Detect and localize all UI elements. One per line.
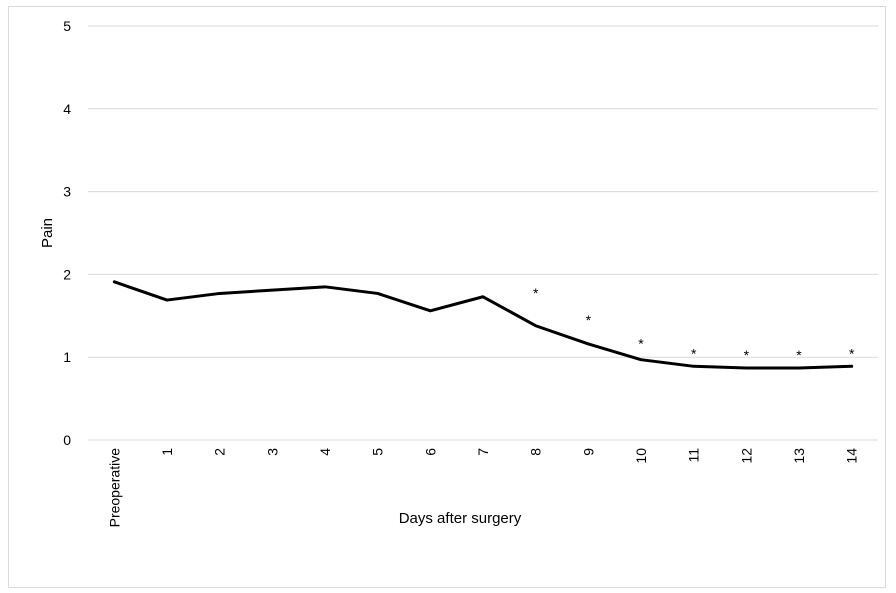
x-tick-label: 11 <box>686 448 702 463</box>
x-tick-label: 6 <box>422 448 438 456</box>
significance-marker: * <box>796 347 802 363</box>
x-tick-label: 10 <box>633 448 649 464</box>
x-tick-label: Preoperative <box>106 448 122 528</box>
y-tick-labels: 0 1 2 3 4 5 <box>63 18 71 448</box>
significance-marker: * <box>586 312 592 328</box>
y-axis-label: Pain <box>39 218 56 248</box>
significance-marker: * <box>533 285 539 301</box>
y-tick-label: 3 <box>63 184 71 200</box>
series-line <box>114 282 851 368</box>
significance-marker: * <box>744 347 750 363</box>
significance-marker: * <box>691 345 697 361</box>
x-tick-label: 5 <box>370 448 386 456</box>
series-layer <box>114 282 851 368</box>
gridlines <box>88 26 878 440</box>
x-tick-label: 3 <box>264 448 280 456</box>
x-tick-label: 12 <box>738 448 754 464</box>
x-tick-label: 7 <box>475 448 491 456</box>
y-tick-label: 2 <box>63 266 71 282</box>
x-tick-label: 2 <box>212 448 228 456</box>
significance-markers: * * * * * * * <box>533 285 855 363</box>
significance-marker: * <box>638 335 644 351</box>
y-tick-label: 5 <box>63 18 71 34</box>
x-axis-label: Days after surgery <box>399 510 522 527</box>
x-tick-label: 13 <box>791 448 807 464</box>
x-tick-label: 8 <box>528 448 544 456</box>
x-tick-label: 9 <box>580 448 596 456</box>
y-tick-label: 0 <box>63 432 71 448</box>
y-tick-label: 1 <box>63 349 71 365</box>
x-tick-label: 1 <box>159 448 175 456</box>
significance-marker: * <box>849 345 855 361</box>
x-tick-label: 4 <box>317 448 333 456</box>
y-tick-label: 4 <box>63 101 71 117</box>
x-tick-label: 14 <box>844 448 860 464</box>
